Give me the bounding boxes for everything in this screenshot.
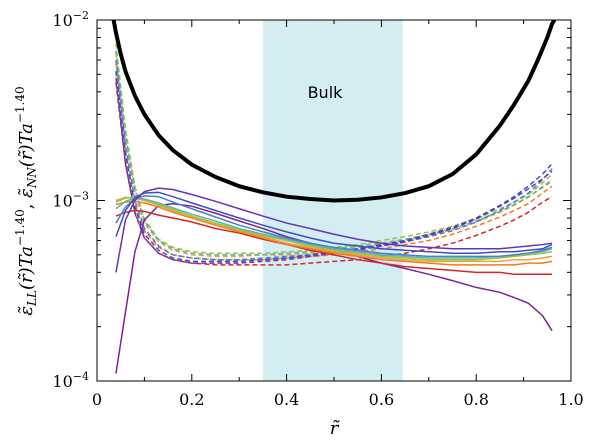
- y-axis-label: ε̃LL(r̃)Ta−1.40, ε̃NN(r̃)Ta−1.40: [13, 86, 39, 315]
- y-label-nn-eps: ε̃: [16, 188, 37, 198]
- x-ticks: 0 0.2 0.4 0.6 0.8 1.0: [92, 20, 584, 409]
- solid-series-2: [115, 209, 553, 276]
- y-label-nn-arg: (r̃): [16, 144, 37, 167]
- curve-layer: [115, 43, 553, 374]
- solid-series-5: [115, 196, 553, 261]
- y-label-exp-2: −1.40: [13, 86, 27, 123]
- y-label-ll-eps: ε̃: [16, 306, 37, 316]
- y-tick-label: 10−2: [52, 9, 89, 30]
- y-ticks: 10−4 10−3 10−2: [52, 9, 571, 391]
- dashed-series-2: [115, 62, 553, 261]
- x-axis-label-text: r̃: [330, 418, 340, 439]
- solid-series-9: [115, 187, 553, 273]
- dashed-series-8: [115, 82, 553, 264]
- thick-black-curve: [111, 20, 557, 203]
- solid-series-3: [115, 200, 553, 266]
- thick-curve-layer: [111, 20, 557, 203]
- bulk-label: Bulk: [308, 83, 344, 102]
- y-label-exp-1: −1.40: [13, 209, 27, 246]
- x-tick-label: 0.6: [369, 390, 394, 409]
- y-label-ta-2: Ta: [16, 123, 37, 144]
- y-label-ll-sub: LL: [25, 290, 39, 307]
- y-tick-label: 10−3: [52, 190, 89, 211]
- y-label-ll-arg: (r̃): [16, 267, 37, 290]
- solid-series-7: [115, 195, 553, 258]
- y-label-nn-sub: NN: [25, 167, 39, 190]
- x-axis-label: r̃: [330, 418, 340, 439]
- x-tick-label: 0.2: [179, 390, 204, 409]
- solid-series-4: [115, 196, 553, 263]
- y-tick-label: 10−4: [52, 370, 89, 391]
- x-tick-label: 0: [92, 390, 102, 409]
- x-tick-label: 1.0: [558, 390, 583, 409]
- y-label-ta-1: Ta: [16, 246, 37, 267]
- solid-series-8: [115, 191, 553, 255]
- x-tick-label: 0.8: [463, 390, 488, 409]
- x-tick-label: 0.4: [274, 390, 299, 409]
- y-label-sep: ,: [16, 198, 37, 209]
